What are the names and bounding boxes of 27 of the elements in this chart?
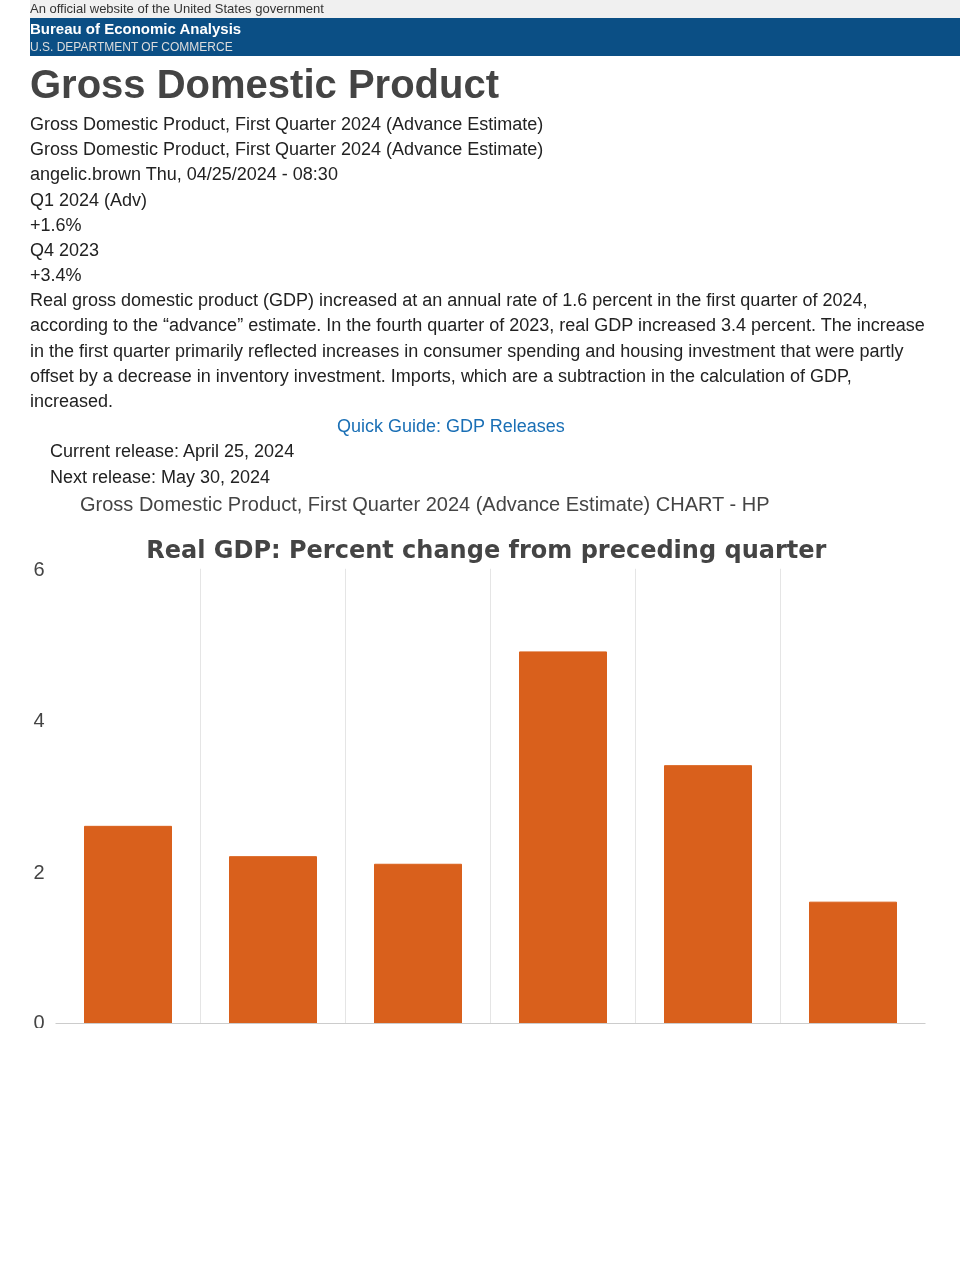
text: angelic.brown Thu, 04/25/2024 - 08:30: [30, 163, 338, 187]
text: Gross Domestic Product, First Quarter 2024 (Advance Estimate) CHART - HP: [80, 491, 770, 517]
bar: [374, 863, 462, 1024]
text: Gross Domestic Product, First Quarter 2024 (Advance Estimate): [30, 138, 544, 162]
text: Q1 2024 (Adv): [30, 188, 148, 212]
bar: [809, 901, 897, 1024]
text: U.S. DEPARTMENT OF COMMERCE: [30, 39, 233, 56]
y-tick-label: 6: [33, 557, 45, 580]
text: Bureau of Economic Analysis: [30, 19, 242, 40]
text: Gross Domestic Product, First Quarter 2024 (Advance Estimate): [30, 113, 544, 136]
text: +3.4%: [30, 264, 82, 288]
bar: [229, 855, 317, 1024]
bar: [519, 651, 607, 1024]
y-tick-label: 2: [33, 860, 45, 883]
bar: [664, 764, 752, 1024]
text: Quick Guide: GDP Releases: [337, 415, 565, 439]
chart-title: Real GDP: Percent change from preceding quarter: [146, 535, 827, 564]
text: An official website of the United States government: [30, 0, 324, 18]
y-tick-label: 4: [33, 708, 45, 731]
text: +1.6%: [30, 213, 82, 237]
y-tick-label: 0: [33, 1010, 45, 1033]
text: Next release: May 30, 2024: [50, 465, 271, 489]
bar: [84, 825, 172, 1024]
text: Current release: April 25, 2024: [50, 440, 295, 464]
text: Gross Domestic Product: [30, 61, 500, 108]
text: Q4 2023: [30, 238, 100, 262]
text: Real gross domestic product (GDP) increased at an annual rate of 1.6 percent in the first quarter of 2024, according to the “advance” estimate. In the fourth quarter of 2023, real GDP increased 3.4 percent. The increase in the first quarter primarily reflected increases in consumer spending and housing investment that were partly offset by a decrease in inventory investment. Imports, which are a subtraction in the calculation of GDP, increased.: [30, 289, 926, 414]
